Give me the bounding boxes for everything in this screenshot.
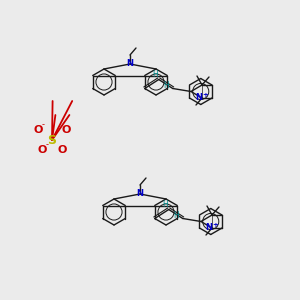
Text: O: O — [57, 145, 67, 155]
Text: S: S — [47, 134, 56, 146]
Text: H: H — [152, 70, 158, 79]
Text: N: N — [136, 188, 143, 197]
Text: H: H — [162, 200, 168, 209]
Text: H: H — [173, 211, 178, 220]
Text: -: - — [41, 121, 44, 130]
Text: N: N — [206, 224, 212, 232]
Text: +: + — [212, 222, 218, 228]
Text: N: N — [127, 58, 134, 68]
Text: O: O — [61, 125, 71, 135]
Text: O: O — [37, 145, 47, 155]
Text: -: - — [46, 140, 49, 149]
Text: O: O — [33, 125, 43, 135]
Text: N: N — [196, 94, 202, 103]
Text: +: + — [202, 92, 208, 98]
Text: H: H — [163, 81, 169, 90]
